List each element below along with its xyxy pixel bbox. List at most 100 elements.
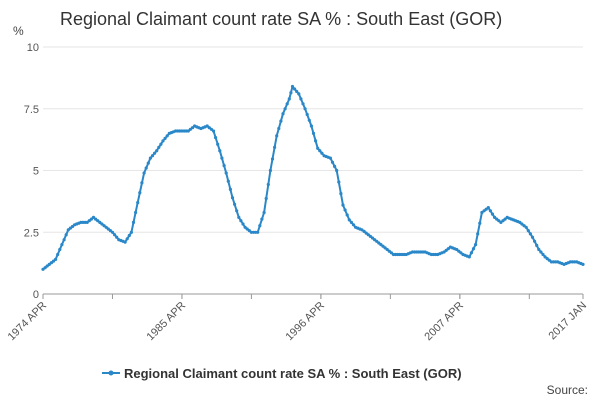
data-point[interactable] [320,151,324,155]
data-point[interactable] [301,102,305,106]
data-point[interactable] [148,156,152,160]
data-point[interactable] [220,156,224,160]
data-point[interactable] [343,208,347,212]
data-point[interactable] [537,247,541,252]
data-point[interactable] [290,84,295,89]
data-point[interactable] [134,210,138,215]
data-point[interactable] [260,217,264,221]
data-point[interactable] [155,149,159,153]
data-point[interactable] [163,136,167,140]
data-point[interactable] [335,168,339,173]
data-point[interactable] [339,192,343,196]
data-point[interactable] [309,124,313,128]
data-point[interactable] [314,139,318,143]
data-point[interactable] [305,112,309,117]
data-point[interactable] [277,126,281,131]
data-point[interactable] [524,225,528,229]
data-point[interactable] [129,230,133,234]
data-point[interactable] [526,229,530,233]
data-point[interactable] [161,139,165,143]
data-point[interactable] [228,187,232,191]
data-point[interactable] [64,233,68,237]
data-point[interactable] [337,180,341,184]
data-point[interactable] [123,240,127,244]
data-point[interactable] [303,107,307,111]
data-point[interactable] [180,129,184,133]
data-point[interactable] [262,210,266,215]
data-point[interactable] [471,247,476,251]
data-point[interactable] [235,209,239,213]
data-point[interactable] [144,166,148,170]
data-point[interactable] [333,164,337,168]
data-point[interactable] [268,168,272,173]
data-point[interactable] [115,235,119,239]
data-point[interactable] [100,222,104,226]
data-point[interactable] [279,119,283,123]
data-point[interactable] [216,142,220,146]
data-point[interactable] [299,97,303,101]
data-point[interactable] [60,243,64,247]
data-point[interactable] [264,196,268,201]
data-point[interactable] [539,250,543,254]
data-point[interactable] [113,233,117,237]
data-point[interactable] [153,151,157,155]
data-point[interactable] [307,118,311,122]
data-point[interactable] [581,262,585,266]
data-point[interactable] [138,191,142,195]
data-point[interactable] [140,181,144,185]
data-point[interactable] [351,223,356,227]
data-point[interactable] [287,97,291,101]
data-point[interactable] [297,92,301,96]
data-point[interactable] [275,134,279,138]
data-point[interactable] [159,142,163,146]
data-point[interactable] [258,224,262,228]
data-point[interactable] [218,149,222,153]
data-point[interactable] [256,230,260,234]
data-point[interactable] [347,218,351,222]
data-point[interactable] [480,210,484,215]
data-point[interactable] [150,154,155,158]
legend[interactable]: Regional Claimant count rate SA % : Sout… [102,366,462,381]
data-point[interactable] [142,171,146,175]
data-point[interactable] [281,112,285,116]
data-point[interactable] [349,220,353,224]
data-point[interactable] [214,136,218,140]
data-point[interactable] [266,182,270,187]
data-point[interactable] [341,203,345,207]
data-point[interactable] [222,164,226,168]
data-point[interactable] [345,213,349,217]
data-point[interactable] [478,221,482,225]
data-point[interactable] [469,251,473,255]
data-point[interactable] [476,232,480,236]
data-point[interactable] [293,87,297,91]
data-point[interactable] [541,252,545,257]
data-point[interactable] [283,107,287,111]
data-point[interactable] [127,233,131,238]
data-point[interactable] [533,239,537,243]
data-point[interactable] [289,91,293,95]
data-point[interactable] [110,230,115,234]
data-point[interactable] [311,131,316,135]
data-point[interactable] [330,160,335,164]
data-point[interactable] [528,232,533,236]
data-point[interactable] [230,196,235,200]
data-point[interactable] [270,157,275,161]
data-point[interactable] [58,247,62,252]
data-point[interactable] [136,201,140,205]
data-point[interactable] [318,149,322,153]
data-point[interactable] [239,219,243,223]
data-point[interactable] [211,129,216,133]
data-point[interactable] [241,222,245,226]
data-point[interactable] [328,156,332,160]
data-point[interactable] [237,215,241,219]
data-point[interactable] [146,161,150,165]
data-point[interactable] [486,206,490,210]
data-point[interactable] [56,252,60,257]
data-point[interactable] [520,222,524,226]
data-point[interactable] [488,209,492,213]
data-point[interactable] [226,179,230,183]
data-point[interactable] [233,202,237,206]
data-point[interactable] [131,220,136,224]
data-point[interactable] [273,145,277,149]
data-point[interactable] [490,212,495,216]
